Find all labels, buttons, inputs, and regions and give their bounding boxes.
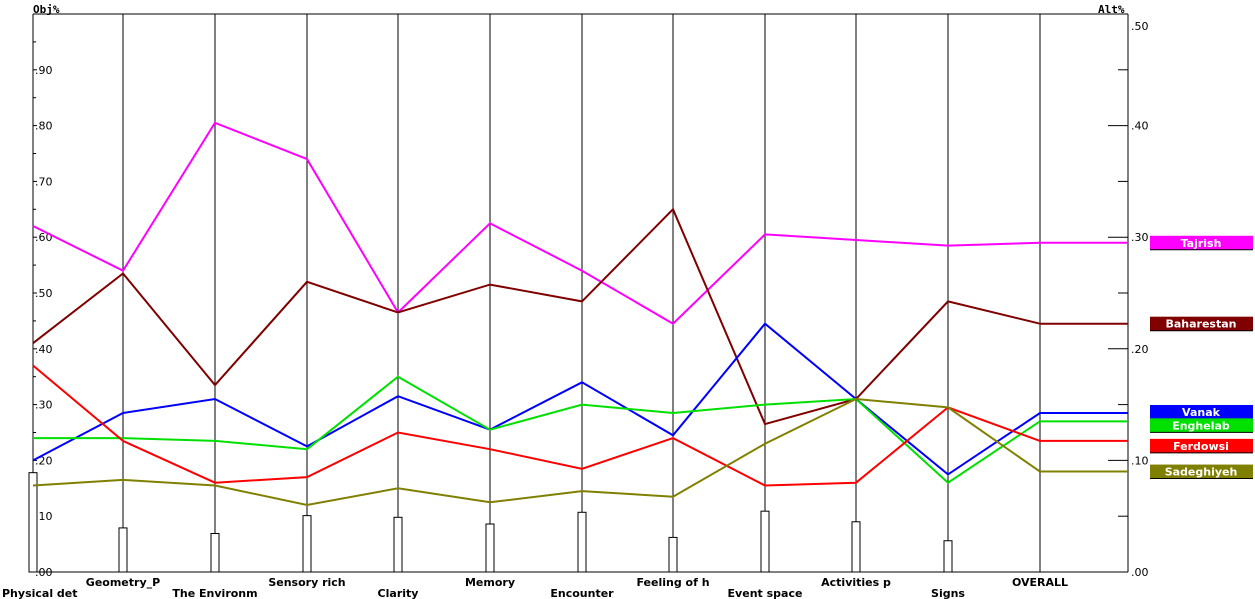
criterion-label: Feeling of h: [636, 576, 709, 589]
left-tick-label: .80: [35, 120, 53, 133]
plot-frame: [32, 13, 1129, 573]
legend-label-tajrish: Tajrish: [1181, 237, 1222, 250]
right-tick-label: .40: [1131, 120, 1149, 133]
right-axis: .00 .10 .20 .30 .40 .50: [1108, 13, 1149, 579]
criterion-label: Encounter: [550, 587, 614, 599]
series-lines: [32, 121, 1128, 507]
legend-label-enghelab: Enghelab: [1172, 419, 1230, 432]
left-tick-label: .60: [35, 231, 53, 244]
objective-weight-bar: [485, 523, 495, 573]
criteria-axes: [122, 14, 1041, 572]
legend-swatch-vanak: [1150, 404, 1253, 419]
objective-weight-bar: [577, 511, 587, 573]
series-line-vanak: [32, 322, 1041, 476]
objective-weight-bar: [302, 515, 312, 573]
series-line-enghelab: [33, 375, 1041, 484]
criterion-label: Memory: [465, 576, 515, 589]
right-axis-title: Alt%: [1098, 3, 1125, 16]
legend-swatch-sadeghiyeh: [1150, 464, 1253, 479]
left-tick-label: .90: [35, 64, 53, 77]
left-tick-label: .70: [35, 175, 53, 188]
right-tick-label: .00: [1131, 566, 1149, 579]
legend-label-vanak: Vanak: [1182, 406, 1221, 419]
criteria-labels: Physical det Geometry_P The Environm Sensor…: [2, 576, 1068, 599]
left-tick-label: .10: [35, 510, 53, 523]
legend-swatch-ferdowsi: [1150, 438, 1253, 453]
criterion-label: Event space: [728, 587, 803, 599]
series-line-tajrish: [32, 121, 1041, 325]
criterion-label: Geometry_P: [86, 576, 160, 589]
criterion-label: Clarity: [378, 587, 419, 599]
left-axis-title: Obj%: [33, 3, 60, 16]
right-tick-label: .30: [1131, 231, 1149, 244]
criterion-label: OVERALL: [1012, 576, 1068, 589]
criterion-label: Physical det: [2, 587, 78, 599]
series-line-ferdowsi: [32, 364, 1041, 487]
series-line-baharestan: [32, 207, 1041, 426]
right-tick-label: .50: [1131, 20, 1149, 33]
objective-weight-bar: [668, 536, 678, 573]
legend-label-ferdowsi: Ferdowsi: [1173, 440, 1229, 453]
criterion-label: Activities p: [821, 576, 891, 589]
left-tick-label: .40: [35, 343, 53, 356]
objective-weight-bar: [118, 527, 128, 573]
criterion-label: Signs: [931, 587, 965, 599]
left-tick-label: .50: [35, 287, 53, 300]
objective-weight-bar: [943, 540, 953, 573]
objective-weight-bar: [760, 510, 770, 573]
series-line-sadeghiyeh: [32, 397, 1041, 507]
left-tick-label: .30: [35, 399, 53, 412]
legend-label-sadeghiyeh: Sadeghiyeh: [1165, 466, 1238, 479]
criterion-label: Sensory rich: [268, 576, 345, 589]
criterion-label: The Environm: [172, 587, 257, 599]
objective-weight-bar: [393, 516, 403, 573]
left-tick-label: .00: [35, 566, 53, 579]
right-tick-label: .10: [1131, 454, 1149, 467]
objective-weight-bars: [28, 472, 953, 573]
left-tick-label: .20: [35, 454, 53, 467]
right-tick-label: .20: [1131, 343, 1149, 356]
objective-weight-bar: [851, 521, 861, 573]
legend-swatch-baharestan: [1150, 316, 1253, 331]
left-axis: .00 .10 .20 .30 .40 .50 .60 .70 .80 .90: [33, 41, 53, 579]
objective-weight-bar: [28, 472, 38, 573]
legend-swatch-tajrish: [1150, 235, 1253, 250]
legend-label-baharestan: Baharestan: [1165, 318, 1236, 331]
legend-swatch-enghelab: [1150, 418, 1253, 433]
objective-weight-bar: [210, 532, 220, 573]
